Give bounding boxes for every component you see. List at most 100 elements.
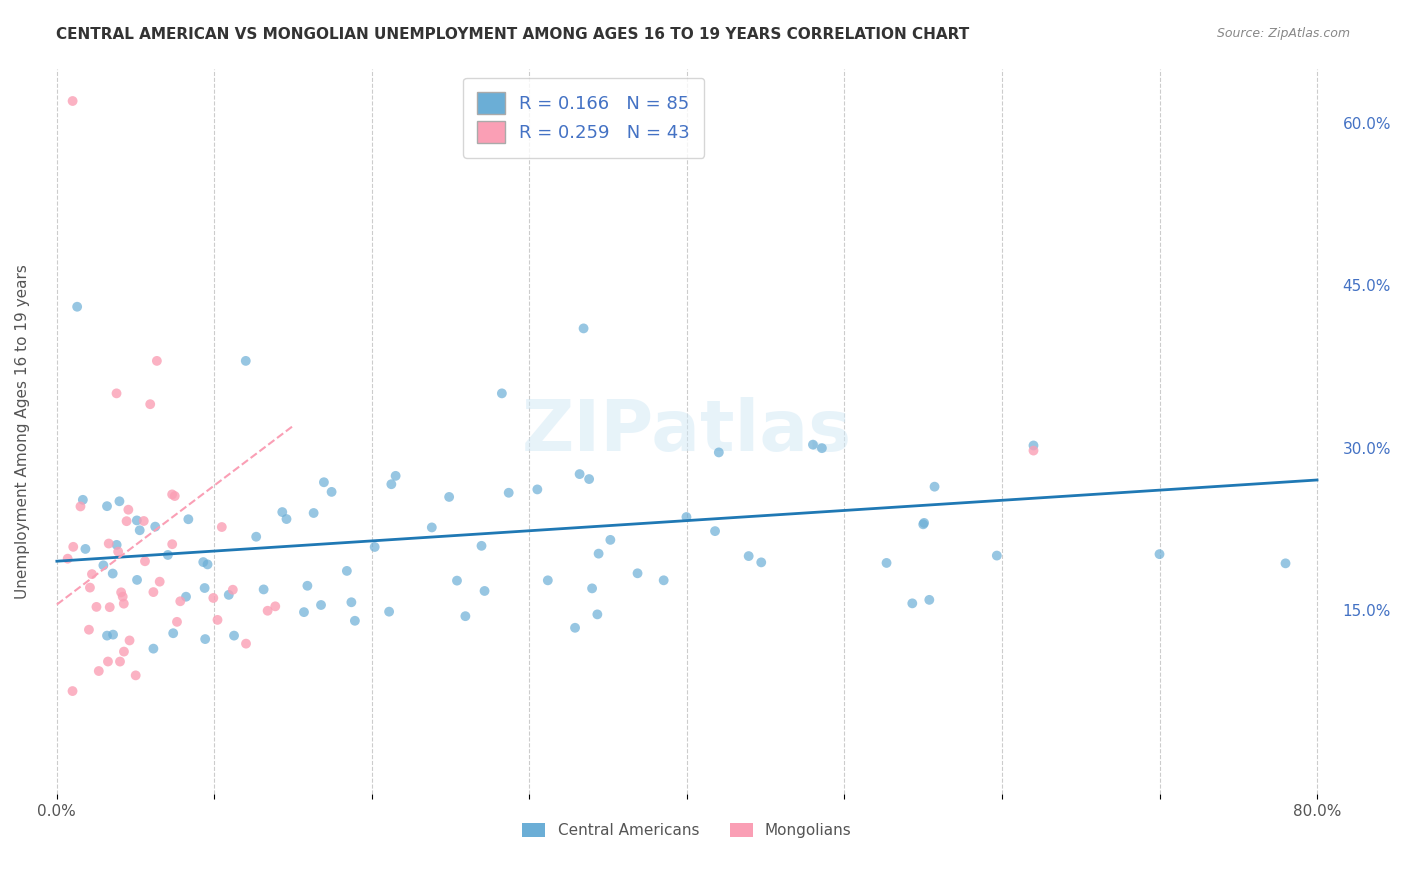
Central Americans xyxy=(380,477,402,491)
Mongolians xyxy=(134,554,156,568)
Central Americans xyxy=(194,632,217,646)
Central Americans xyxy=(626,566,648,581)
Central Americans xyxy=(599,533,621,547)
Mongolians xyxy=(160,537,183,551)
Central Americans xyxy=(321,484,343,499)
Mongolians xyxy=(149,574,172,589)
Central Americans xyxy=(707,445,730,459)
Mongolians xyxy=(256,604,278,618)
Central Americans xyxy=(302,506,325,520)
Mongolians xyxy=(222,582,245,597)
Central Americans xyxy=(564,621,586,635)
Mongolians xyxy=(115,514,138,528)
Central Americans xyxy=(108,494,131,508)
Mongolians xyxy=(146,354,169,368)
Central Americans xyxy=(174,590,197,604)
Central Americans xyxy=(162,626,184,640)
Mongolians xyxy=(80,567,103,582)
Mongolians xyxy=(202,591,225,605)
Mongolians xyxy=(264,599,287,614)
Central Americans xyxy=(588,547,610,561)
Central Americans xyxy=(177,512,200,526)
Central Americans xyxy=(343,614,366,628)
Text: ZIPatlas: ZIPatlas xyxy=(522,397,852,466)
Mongolians xyxy=(160,487,183,501)
Central Americans xyxy=(578,472,600,486)
Central Americans xyxy=(1274,557,1296,571)
Central Americans xyxy=(378,605,401,619)
Central Americans xyxy=(572,321,595,335)
Mongolians xyxy=(110,585,132,599)
Central Americans xyxy=(749,555,772,569)
Central Americans xyxy=(312,475,335,490)
Mongolians xyxy=(118,633,141,648)
Mongolians xyxy=(166,615,188,629)
Mongolians xyxy=(62,684,84,698)
Central Americans xyxy=(384,468,406,483)
Central Americans xyxy=(704,524,727,538)
Central Americans xyxy=(72,492,94,507)
Mongolians xyxy=(69,500,91,514)
Central Americans xyxy=(363,540,385,554)
Mongolians xyxy=(132,514,155,528)
Central Americans xyxy=(498,485,520,500)
Central Americans xyxy=(125,573,148,587)
Mongolians xyxy=(207,613,229,627)
Central Americans xyxy=(75,541,97,556)
Central Americans xyxy=(297,579,319,593)
Central Americans xyxy=(125,513,148,527)
Text: CENTRAL AMERICAN VS MONGOLIAN UNEMPLOYMENT AMONG AGES 16 TO 19 YEARS CORRELATION: CENTRAL AMERICAN VS MONGOLIAN UNEMPLOYME… xyxy=(56,27,970,42)
Central Americans xyxy=(652,574,675,588)
Central Americans xyxy=(491,386,513,401)
Central Americans xyxy=(194,581,217,595)
Mongolians xyxy=(105,386,128,401)
Central Americans xyxy=(986,549,1008,563)
Central Americans xyxy=(901,596,924,610)
Central Americans xyxy=(197,558,219,572)
Central Americans xyxy=(96,499,118,513)
Mongolians xyxy=(87,664,110,678)
Central Americans xyxy=(309,598,332,612)
Central Americans xyxy=(918,592,941,607)
Central Americans xyxy=(235,354,257,368)
Central Americans xyxy=(446,574,468,588)
Central Americans xyxy=(222,629,245,643)
Central Americans xyxy=(66,300,89,314)
Central Americans xyxy=(526,483,548,497)
Central Americans xyxy=(218,588,240,602)
Central Americans xyxy=(568,467,591,481)
Central Americans xyxy=(156,548,179,562)
Mongolians xyxy=(77,623,100,637)
Central Americans xyxy=(537,574,560,588)
Y-axis label: Unemployment Among Ages 16 to 19 years: Unemployment Among Ages 16 to 19 years xyxy=(15,264,30,599)
Central Americans xyxy=(193,555,215,569)
Central Americans xyxy=(801,437,824,451)
Central Americans xyxy=(101,627,124,641)
Mongolians xyxy=(111,590,134,604)
Mongolians xyxy=(97,655,120,669)
Mongolians xyxy=(235,637,257,651)
Mongolians xyxy=(169,594,191,608)
Central Americans xyxy=(1149,547,1171,561)
Central Americans xyxy=(1022,438,1045,452)
Central Americans xyxy=(737,549,759,563)
Central Americans xyxy=(876,556,898,570)
Mongolians xyxy=(86,599,108,614)
Central Americans xyxy=(245,530,267,544)
Mongolians xyxy=(112,597,135,611)
Mongolians xyxy=(98,600,121,615)
Mongolians xyxy=(97,536,120,550)
Central Americans xyxy=(912,517,935,532)
Mongolians xyxy=(79,581,101,595)
Central Americans xyxy=(101,566,124,581)
Mongolians xyxy=(142,585,165,599)
Central Americans xyxy=(420,520,443,534)
Mongolians xyxy=(125,668,148,682)
Central Americans xyxy=(474,584,496,599)
Mongolians xyxy=(112,644,135,658)
Mongolians xyxy=(1022,443,1045,458)
Central Americans xyxy=(253,582,276,597)
Central Americans xyxy=(271,505,294,519)
Mongolians xyxy=(62,540,84,554)
Mongolians xyxy=(139,397,162,411)
